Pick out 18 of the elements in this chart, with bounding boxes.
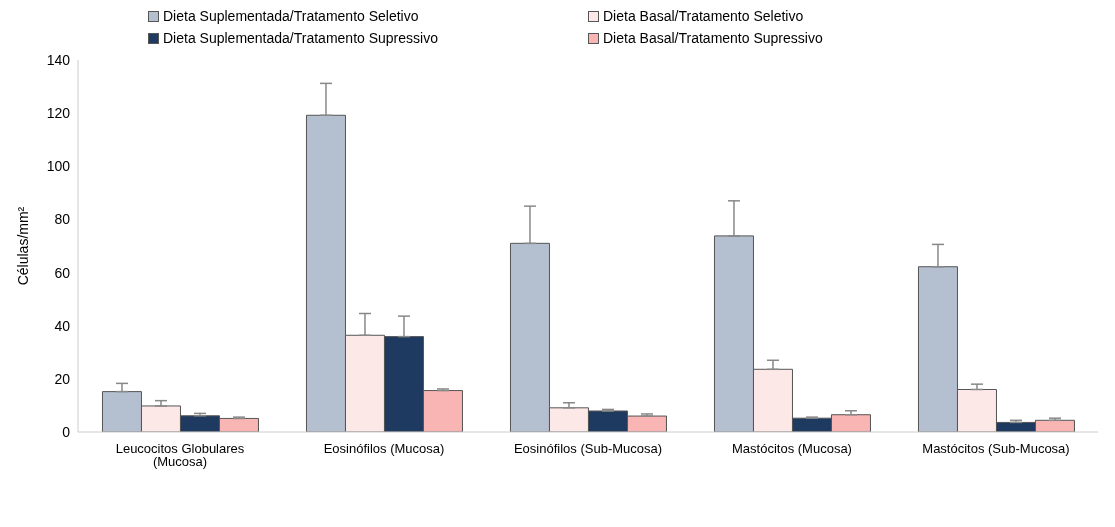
y-tick-label: 120 [46, 105, 71, 122]
y-tick-label: 0 [62, 423, 71, 440]
y-tick-label: 60 [54, 264, 71, 281]
x-tick-label: Mastócitos (Mucosa) [732, 441, 852, 457]
x-tick-label: Leucocitos Globulares (Mucosa) [115, 441, 245, 470]
legend-label: Dieta Basal/Tratamento Seletivo [603, 8, 804, 24]
y-tick-label: 20 [54, 370, 71, 387]
x-tick-label: Eosinófilos (Sub-Mucosa) [513, 441, 663, 457]
legend-label: Dieta Suplementada/Tratamento Seletivo [163, 8, 419, 24]
x-tick-label: Mastócitos (Sub-Mucosa) [922, 441, 1070, 457]
legend-label: Dieta Basal/Tratamento Supressivo [603, 30, 823, 46]
y-tick-label: 100 [46, 158, 71, 175]
y-axis-title: Células/mm² [14, 206, 31, 286]
y-tick-label: 140 [46, 51, 71, 68]
y-tick-label: 80 [54, 211, 71, 228]
legend-label: Dieta Suplementada/Tratamento Supressivo [163, 30, 438, 46]
y-tick-label: 40 [54, 317, 71, 334]
x-tick-label: Eosinófilos (Mucosa) [323, 441, 445, 457]
